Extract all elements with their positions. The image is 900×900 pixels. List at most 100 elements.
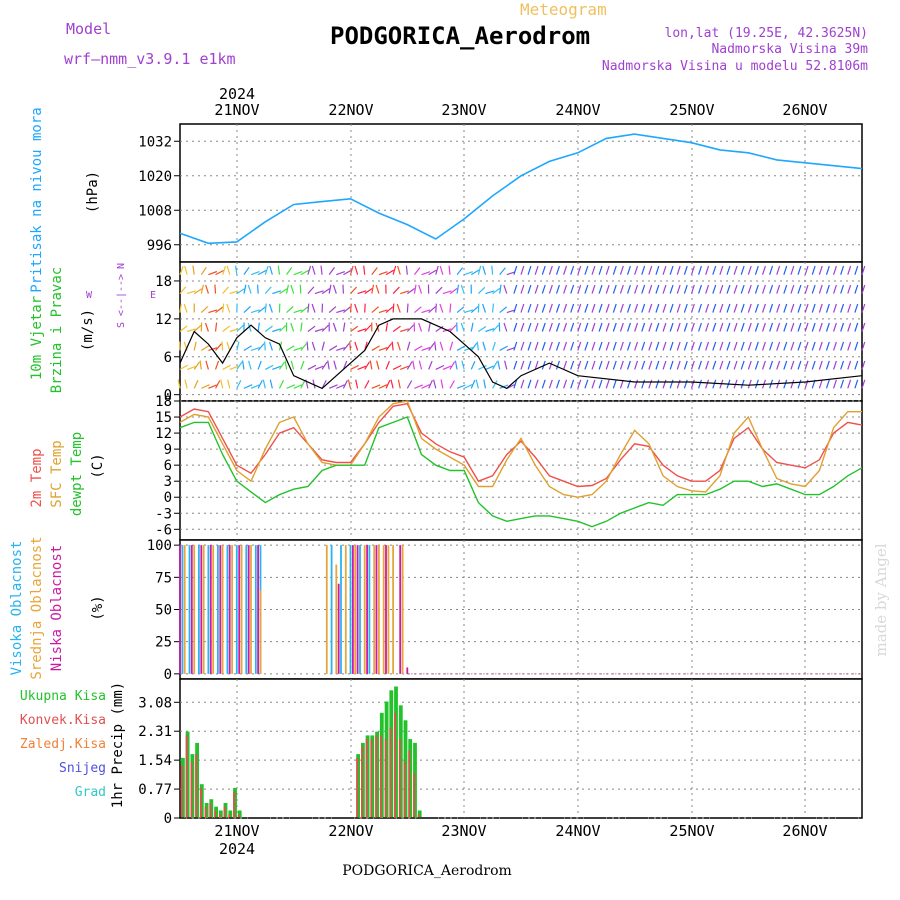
wind-barb bbox=[485, 328, 495, 333]
wind-barb bbox=[470, 379, 476, 389]
wind-barb bbox=[235, 265, 238, 275]
wind-barb bbox=[705, 284, 710, 294]
wind-barb bbox=[520, 303, 525, 313]
wind-barb bbox=[705, 265, 710, 275]
top-day-label: 22NOV bbox=[328, 101, 373, 119]
bottom-day-label: 22NOV bbox=[328, 822, 373, 840]
wind-barb bbox=[712, 360, 717, 370]
wind-barb bbox=[371, 284, 375, 294]
wind-barb bbox=[476, 341, 479, 351]
wind-barb bbox=[598, 303, 603, 313]
wind-barb bbox=[811, 265, 816, 275]
wind-barb bbox=[733, 265, 738, 275]
wind-barb bbox=[719, 284, 724, 294]
wind-barb bbox=[527, 360, 532, 370]
wind-barb bbox=[605, 265, 610, 275]
wind-barb bbox=[307, 286, 315, 294]
wind-barb bbox=[676, 341, 681, 351]
wind-barb bbox=[413, 284, 417, 294]
wind-barb bbox=[414, 306, 422, 314]
conv-precip-bar bbox=[195, 754, 198, 818]
wind-barb bbox=[463, 271, 473, 276]
wind-barb bbox=[655, 341, 660, 351]
wind-barb bbox=[833, 322, 837, 332]
wind-barb bbox=[396, 303, 401, 313]
wind-barb bbox=[683, 303, 688, 313]
wind-barb bbox=[392, 265, 397, 275]
wind-barb bbox=[286, 345, 295, 351]
wind-barb bbox=[563, 284, 568, 294]
wind-barb bbox=[513, 284, 518, 294]
wind-barb bbox=[634, 265, 639, 275]
wind-barb bbox=[363, 265, 366, 275]
wind-barb bbox=[285, 284, 289, 294]
wind-barb bbox=[548, 360, 553, 370]
temp-ytick-label: 15 bbox=[155, 410, 172, 426]
wind-barb bbox=[612, 303, 617, 313]
wind-barb bbox=[825, 379, 830, 389]
wind-barb bbox=[584, 303, 589, 313]
wind-barb bbox=[300, 269, 309, 276]
wind-barb bbox=[733, 284, 738, 294]
wind-barb bbox=[548, 341, 553, 351]
wind-barb bbox=[769, 341, 774, 351]
wind-barb bbox=[307, 325, 316, 332]
wind-barb bbox=[690, 284, 695, 294]
wind-barb bbox=[861, 341, 866, 351]
conv-precip-bar bbox=[199, 787, 202, 818]
wind-barb bbox=[676, 379, 681, 389]
wind-barb bbox=[541, 379, 546, 389]
wind-barb bbox=[854, 341, 859, 351]
wind-barb bbox=[634, 360, 639, 370]
temp-ytick-label: -6 bbox=[155, 522, 172, 538]
wind-barb bbox=[371, 345, 380, 351]
wind-barb bbox=[591, 284, 596, 294]
wind-barb bbox=[761, 360, 766, 370]
wind-barb bbox=[257, 284, 259, 294]
wind-barb bbox=[400, 290, 409, 295]
wind-barb bbox=[371, 267, 378, 276]
wind-barb bbox=[861, 379, 866, 389]
wind-barb bbox=[463, 384, 473, 389]
wind-barb bbox=[591, 360, 596, 370]
temp-label-3: dewpt Temp bbox=[69, 432, 85, 516]
pressure-ytick-label: 996 bbox=[147, 238, 172, 254]
wind-barb bbox=[376, 360, 380, 370]
wind-barb bbox=[328, 306, 337, 313]
wind-barb bbox=[201, 384, 210, 389]
wind-barb bbox=[250, 309, 260, 314]
wind-barb bbox=[612, 360, 617, 370]
wind-barb bbox=[333, 360, 337, 370]
wind-barb bbox=[769, 284, 774, 294]
wind-barb bbox=[200, 305, 209, 313]
wind-barb bbox=[364, 380, 370, 389]
wind-barb bbox=[726, 303, 731, 313]
cloud-label-3: Niska Oblacnost bbox=[49, 545, 65, 671]
wind-barb bbox=[421, 309, 431, 314]
wind-barb bbox=[279, 324, 287, 332]
wind-barb bbox=[311, 303, 316, 313]
wind-barb bbox=[634, 303, 639, 313]
wind-barb bbox=[214, 380, 221, 389]
wind-barb bbox=[626, 360, 631, 370]
wind-barb bbox=[300, 380, 306, 389]
wind-barb bbox=[740, 265, 745, 275]
precip-legend: Ukupna Kisa Konvek.Kisa Zaledj.Kisa Snijeg G… bbox=[20, 689, 106, 800]
conv-precip-bar bbox=[223, 806, 226, 818]
wind-barb bbox=[257, 343, 265, 351]
wind-barb bbox=[662, 303, 667, 313]
legend-grad: Grad bbox=[75, 785, 106, 800]
wind-barb bbox=[804, 265, 809, 275]
wind-barb bbox=[214, 322, 218, 332]
wind-barb bbox=[683, 322, 688, 332]
wind-barb bbox=[612, 322, 617, 332]
wind-barb bbox=[492, 380, 498, 389]
wind-barb bbox=[449, 287, 458, 295]
wind-barb bbox=[277, 265, 281, 275]
wind-barb bbox=[199, 360, 202, 370]
wind-barb bbox=[591, 265, 596, 275]
wind-barb bbox=[598, 322, 603, 332]
wind-barb bbox=[342, 322, 346, 332]
wind-barb bbox=[179, 364, 189, 370]
wind-barb bbox=[336, 347, 345, 352]
